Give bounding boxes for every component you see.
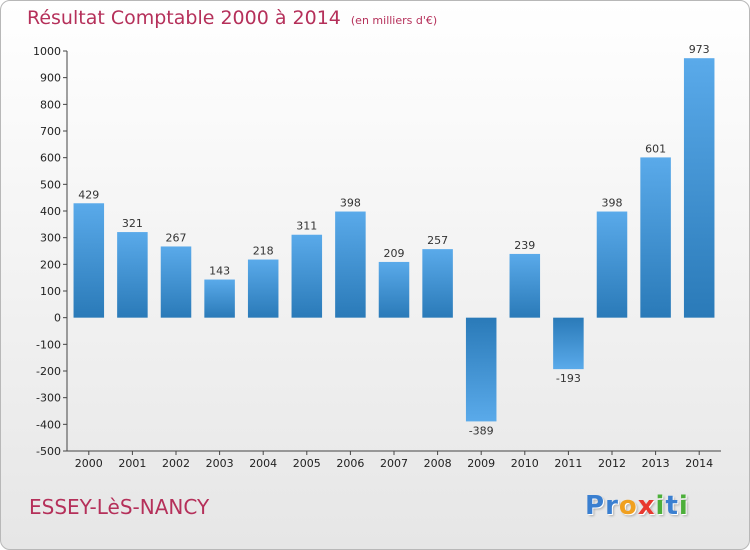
data-label: 321	[122, 217, 143, 230]
y-tick-label: 300	[40, 232, 61, 245]
y-tick-label: 500	[40, 178, 61, 191]
data-label: 398	[602, 197, 623, 210]
data-label: 143	[209, 265, 230, 278]
data-label: 267	[166, 231, 187, 244]
data-label: 601	[645, 142, 666, 155]
logo-letter: i	[678, 491, 689, 521]
data-label: 218	[253, 245, 274, 258]
y-tick-label: -400	[36, 418, 61, 431]
bar	[247, 259, 279, 318]
y-tick-label: -500	[36, 445, 61, 458]
logo-letter: x	[637, 491, 656, 521]
logo-letter: o	[618, 491, 638, 521]
bar	[204, 279, 235, 318]
x-tick-label: 2013	[642, 457, 670, 470]
x-tick-label: 2008	[424, 457, 452, 470]
x-tick-label: 2003	[206, 457, 234, 470]
x-tick-label: 2012	[598, 457, 626, 470]
commune-name: ESSEY-LèS-NANCY	[29, 495, 210, 519]
x-tick-label: 2010	[511, 457, 539, 470]
y-tick-label: 0	[54, 312, 61, 325]
logo-letter: t	[665, 491, 679, 521]
chart-subtitle: (en milliers d'€)	[350, 14, 438, 27]
logo-letter: r	[605, 491, 619, 521]
x-tick-label: 2007	[380, 457, 408, 470]
x-tick-label: 2009	[467, 457, 495, 470]
y-tick-label: 700	[40, 125, 61, 138]
bar	[509, 253, 541, 318]
x-tick-label: 2006	[336, 457, 364, 470]
x-tick-label: 2011	[554, 457, 582, 470]
chart-title: Résultat Comptable 2000 à 2014 (en millie…	[27, 7, 437, 29]
bar	[553, 317, 584, 370]
bar	[335, 211, 366, 318]
x-tick-label: 2005	[293, 457, 321, 470]
y-tick-label: 600	[40, 152, 61, 165]
chart-bars	[73, 58, 715, 422]
bar	[465, 317, 497, 422]
chart-labels: 429 321 267 143 218 311 398 209 257 -389 239 -193 39…	[78, 43, 709, 437]
y-tick-label: 1000	[33, 45, 61, 58]
y-tick-label: -200	[36, 365, 61, 378]
bar	[683, 58, 715, 318]
bar	[422, 249, 453, 318]
bar	[596, 211, 628, 318]
x-tick-label: 2002	[162, 457, 190, 470]
x-tick-label: 2014	[685, 457, 713, 470]
logo-letter: i	[655, 491, 666, 521]
y-tick-label: 800	[40, 98, 61, 111]
bar	[640, 157, 671, 318]
bar	[160, 246, 192, 318]
title-text: Résultat Comptable 2000 à 2014	[27, 7, 341, 29]
data-label: 429	[78, 188, 99, 201]
data-label: 311	[296, 220, 317, 233]
y-tick-label: 900	[40, 72, 61, 85]
data-label: 257	[427, 234, 448, 247]
bar	[117, 232, 148, 318]
proxiti-logo: Proxiti	[585, 491, 689, 521]
x-tick-label: 2001	[118, 457, 146, 470]
bar	[73, 203, 105, 318]
y-tick-label: -300	[36, 392, 61, 405]
data-label: -193	[556, 372, 581, 385]
bar	[291, 234, 323, 318]
chart-axes: 10009008007006005004003002001000-100-200…	[33, 45, 721, 470]
x-tick-label: 2004	[249, 457, 277, 470]
data-label: 973	[689, 43, 710, 56]
data-label: -389	[469, 424, 494, 437]
y-tick-label: 400	[40, 205, 61, 218]
logo-letter: P	[585, 491, 606, 521]
data-label: 398	[340, 197, 361, 210]
y-tick-label: 200	[40, 258, 61, 271]
y-tick-label: 100	[40, 285, 61, 298]
bar	[378, 261, 410, 318]
x-tick-label: 2000	[75, 457, 103, 470]
data-label: 209	[384, 247, 405, 260]
y-tick-label: -100	[36, 338, 61, 351]
data-label: 239	[514, 239, 535, 252]
